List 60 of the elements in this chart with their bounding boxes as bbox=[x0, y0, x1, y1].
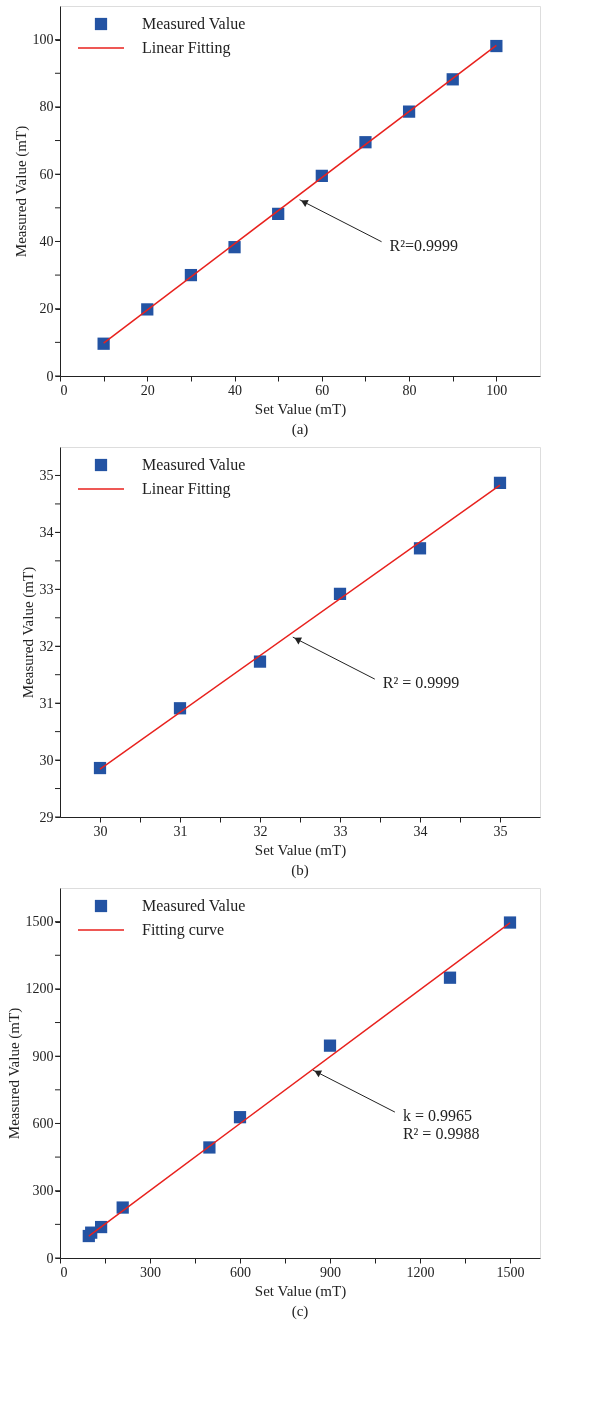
x-tick-label: 30 bbox=[93, 823, 108, 839]
x-tick-label: 1200 bbox=[406, 1264, 435, 1280]
y-tick-label: 600 bbox=[32, 1115, 54, 1131]
y-tick-label: 1200 bbox=[25, 981, 54, 997]
x-tick-label: 31 bbox=[173, 823, 188, 839]
x-axis-title: Set Value (mT) bbox=[254, 1282, 347, 1300]
y-axis-title: Measured Value (mT) bbox=[5, 1007, 23, 1140]
x-tick-label: 0 bbox=[60, 1264, 68, 1280]
y-tick-label: 40 bbox=[39, 233, 54, 249]
x-tick-label: 100 bbox=[486, 382, 508, 398]
legend-label: Fitting curve bbox=[142, 921, 225, 939]
x-tick-label: 40 bbox=[228, 382, 243, 398]
y-tick-label: 300 bbox=[32, 1183, 54, 1199]
text: (a) bbox=[291, 421, 309, 438]
point bbox=[323, 1039, 337, 1052]
x-tick-label: 33 bbox=[333, 823, 348, 839]
text: (c) bbox=[291, 1303, 309, 1320]
x-tick-label: 900 bbox=[320, 1264, 341, 1280]
point bbox=[443, 971, 457, 984]
y-tick-label: 60 bbox=[39, 166, 54, 182]
annotation: k = 0.9965 R² = 0.9988 bbox=[402, 1107, 480, 1143]
y-tick-label: 20 bbox=[39, 301, 54, 317]
legend-label: Linear Fitting bbox=[142, 39, 231, 57]
y-tick-label: 33 bbox=[39, 581, 54, 597]
legend-label: Measured Value bbox=[142, 15, 246, 32]
legend-label: Linear Fitting bbox=[142, 480, 231, 498]
point bbox=[253, 655, 267, 668]
x-tick-label: 60 bbox=[315, 382, 330, 398]
y-tick-label: 32 bbox=[39, 638, 54, 654]
legend-label: Measured Value bbox=[142, 456, 246, 473]
text: (b) bbox=[291, 862, 309, 879]
x-tick-label: 0 bbox=[60, 382, 68, 398]
x-tick-label: 35 bbox=[493, 823, 508, 839]
x-tick-label: 32 bbox=[253, 823, 268, 839]
x-tick-label: 34 bbox=[413, 823, 428, 839]
y-tick-label: 900 bbox=[32, 1048, 54, 1064]
y-tick-label: 29 bbox=[39, 809, 54, 825]
y-tick-label: 35 bbox=[39, 467, 54, 483]
y-tick-label: 30 bbox=[39, 752, 54, 768]
x-tick-label: 1500 bbox=[496, 1264, 525, 1280]
annotation: R² = 0.9999 bbox=[382, 674, 460, 692]
y-tick-label: 80 bbox=[39, 99, 54, 115]
x-tick-label: 600 bbox=[230, 1264, 251, 1280]
y-tick-label: 0 bbox=[46, 368, 54, 384]
annotation: R²=0.9999 bbox=[389, 236, 459, 254]
x-tick-label: 80 bbox=[402, 382, 417, 398]
y-tick-label: 1500 bbox=[25, 914, 54, 930]
point bbox=[233, 1111, 247, 1124]
point bbox=[503, 916, 517, 929]
y-tick-label: 34 bbox=[39, 524, 54, 540]
y-axis-title: Measured Value (mT) bbox=[19, 566, 37, 699]
legend-label: Measured Value bbox=[142, 897, 246, 914]
x-tick-label: 300 bbox=[140, 1264, 161, 1280]
x-tick-label: 20 bbox=[140, 382, 155, 398]
x-axis-title: Set Value (mT) bbox=[254, 400, 347, 418]
y-tick-label: 31 bbox=[39, 695, 54, 711]
y-tick-label: 0 bbox=[46, 1250, 54, 1266]
y-axis-title: Measured Value (mT) bbox=[12, 125, 30, 258]
y-tick-label: 100 bbox=[32, 32, 54, 48]
x-axis-title: Set Value (mT) bbox=[254, 841, 347, 859]
